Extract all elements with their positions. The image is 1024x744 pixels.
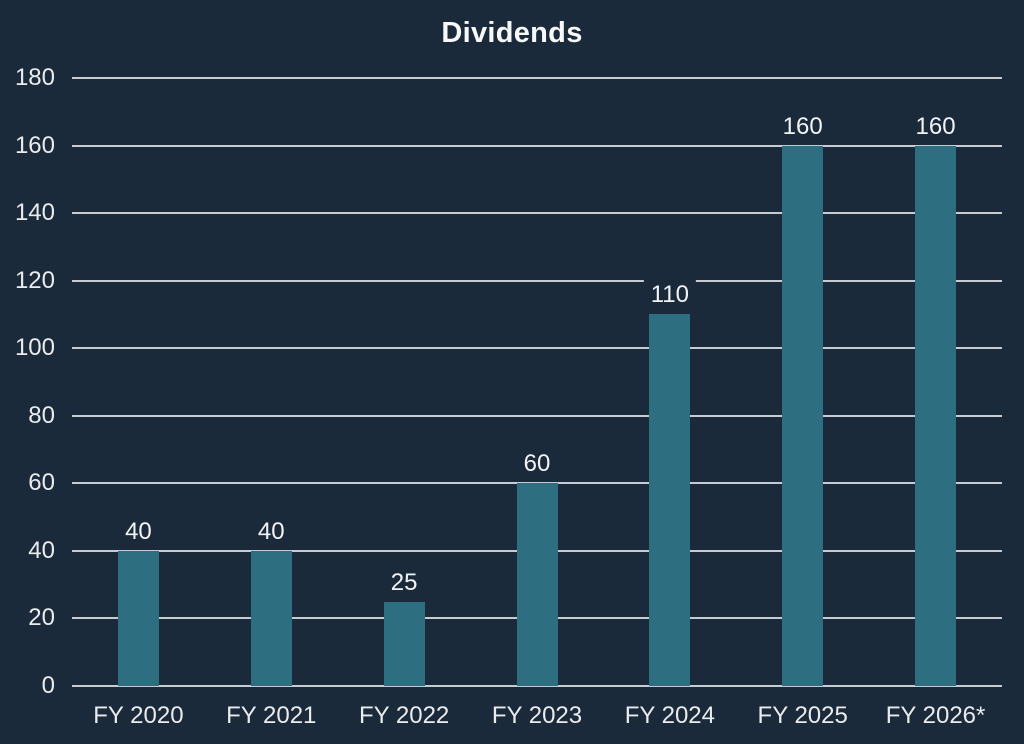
gridline-100 — [72, 347, 1002, 350]
bar-value-label: 40 — [118, 516, 159, 546]
x-axis-category-label: FY 2020 — [93, 702, 184, 729]
y-axis-tick-label: 20 — [28, 604, 55, 632]
x-axis-category-label: FY 2026* — [885, 702, 986, 729]
bar-fy-2023 — [516, 483, 558, 686]
gridline-80 — [72, 414, 1002, 417]
x-axis-category-label: FY 2023 — [491, 702, 583, 729]
y-axis-tick-label: 100 — [14, 334, 55, 362]
bar-fy-2025 — [782, 145, 824, 686]
bar-fy-2024 — [649, 314, 691, 686]
bar-value-label: 160 — [908, 111, 963, 141]
y-axis-tick-label: 0 — [41, 672, 55, 699]
bar-fy-2026 — [915, 145, 957, 686]
chart-title: Dividends — [441, 17, 583, 49]
y-axis-tick-label: 40 — [28, 536, 55, 564]
y-axis-tick-label: 180 — [14, 64, 55, 91]
y-axis-tick-label: 60 — [28, 469, 55, 497]
x-axis-category-label: FY 2024 — [624, 702, 715, 729]
y-axis-tick-label: 120 — [14, 266, 55, 294]
bar-fy-2020 — [117, 550, 159, 686]
x-axis-category-label: FY 2025 — [757, 702, 848, 729]
bar-value-label: 110 — [643, 280, 696, 310]
bar-fy-2022 — [383, 601, 425, 686]
gridline-160 — [72, 144, 1002, 147]
bar-value-label: 160 — [775, 111, 830, 141]
bar-value-label: 40 — [250, 516, 292, 546]
y-axis-tick-label: 160 — [14, 131, 55, 159]
x-axis-category-label: FY 2022 — [358, 702, 450, 729]
gridline-0 — [72, 685, 1002, 687]
bar-value-label: 25 — [383, 567, 425, 597]
y-axis-tick-label: 80 — [28, 401, 55, 429]
bar-value-label: 60 — [516, 449, 558, 479]
gridline-180 — [72, 77, 1002, 79]
gridline-140 — [72, 212, 1002, 215]
y-axis-tick-label: 140 — [14, 199, 55, 227]
gridline-120 — [72, 279, 1002, 282]
bar-fy-2021 — [250, 550, 292, 686]
x-axis-category-label: FY 2021 — [226, 702, 317, 729]
